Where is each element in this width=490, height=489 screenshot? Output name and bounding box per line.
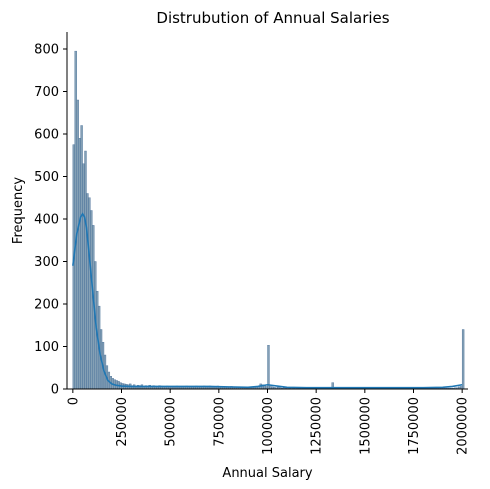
histogram-bar [84, 150, 87, 390]
chart-title: Distrubution of Annual Salaries [156, 9, 389, 27]
histogram-bar [78, 138, 81, 390]
y-tick-label: 100 [34, 340, 59, 355]
y-tick-label: 700 [34, 85, 59, 100]
y-axis-ticks: 0 100 200 300 400 500 600 700 800 [34, 43, 67, 398]
y-tick-label: 200 [34, 298, 59, 313]
x-tick-label: 250000 [115, 397, 130, 447]
histogram-bar [267, 345, 270, 390]
x-tick-label: 500000 [164, 397, 179, 447]
histogram-bar [74, 50, 77, 390]
x-tick-label: 0 [66, 397, 81, 405]
y-tick-label: 0 [51, 383, 59, 398]
y-tick-label: 400 [34, 213, 59, 228]
y-tick-label: 300 [34, 255, 59, 270]
x-axis-title: Annual Salary [222, 466, 312, 481]
histogram-bars [72, 50, 465, 390]
y-tick-label: 800 [34, 43, 59, 58]
x-tick-label: 1250000 [310, 397, 325, 455]
y-tick-label: 600 [34, 128, 59, 143]
histogram-bar [86, 193, 89, 390]
histogram-bar [76, 99, 79, 390]
x-tick-label: 1500000 [358, 397, 373, 455]
x-axis-ticks: 0 250000 500000 750000 1000000 1250000 1500000… [66, 389, 471, 455]
histogram-bar [90, 210, 93, 390]
y-tick-label: 500 [34, 170, 59, 185]
x-tick-label: 1750000 [407, 397, 422, 455]
x-tick-label: 750000 [212, 397, 227, 447]
y-axis-title: Frequency [11, 177, 26, 244]
histogram-bar [80, 125, 83, 390]
kde-density-curve [72, 212, 463, 389]
histogram-bar [72, 144, 75, 390]
histogram-bar [88, 197, 91, 390]
histogram-bar [461, 329, 465, 390]
x-tick-label: 1000000 [261, 397, 276, 455]
x-tick-label: 2000000 [456, 397, 471, 455]
histogram-bar [82, 163, 85, 390]
